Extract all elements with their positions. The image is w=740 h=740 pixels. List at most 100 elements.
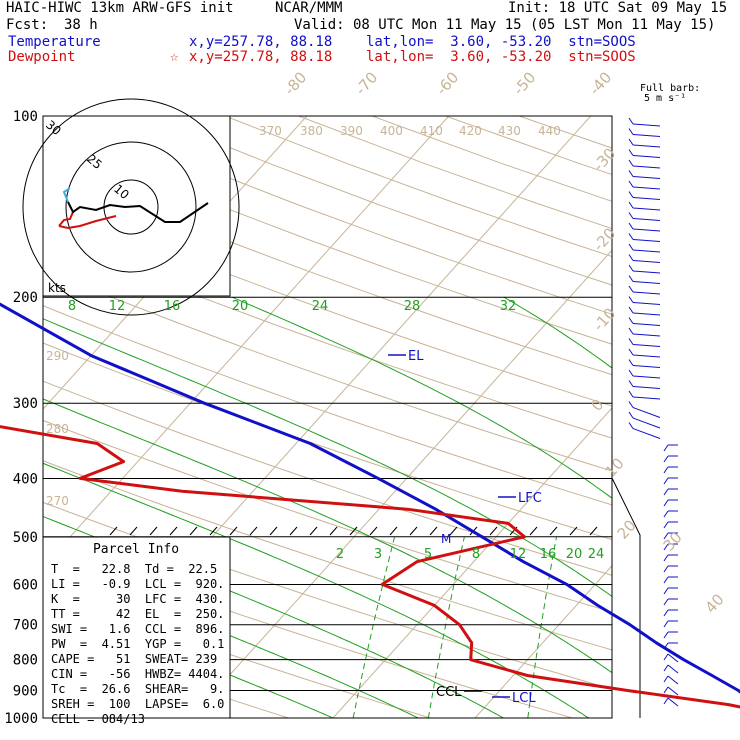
isotherm-tick-label: -40 [586, 68, 616, 98]
parcel-info-row: LI = -0.9 LCL = 920. [51, 577, 224, 591]
wind-barb [632, 323, 661, 326]
wind-barb-flag [628, 338, 634, 345]
wind-barb [632, 260, 661, 263]
hatch-mark [109, 526, 118, 536]
wind-barb-flag [663, 488, 669, 496]
hodograph-ring [65, 141, 197, 273]
mixing-ratio-label: 8 [68, 299, 76, 314]
barb-legend-units: 5 m s⁻¹ [644, 93, 687, 104]
wind-barb [667, 686, 679, 696]
wind-barb-flag [628, 180, 634, 188]
pressure-tick-label: 500 [13, 530, 38, 546]
dry-adiabat-line [43, 419, 612, 613]
isotherm-line [43, 116, 450, 568]
temperature-location-info: x,y=257.78, 88.18 lat,lon= 3.60, -53.20 … [189, 34, 636, 50]
wind-barb [667, 675, 679, 685]
wind-barb-flag [663, 455, 669, 463]
mixing-ratio-label: 16 [540, 547, 557, 562]
wind-barb-flag [628, 117, 634, 125]
wind-barb-flag [663, 466, 669, 474]
org-label: NCAR/MMM [275, 0, 343, 16]
dry-adiabat-line [43, 269, 612, 472]
pressure-tick-label: 800 [13, 653, 38, 669]
wind-barb-flag [628, 359, 634, 366]
hatch-mark [249, 526, 258, 536]
mixing-ratio-line [711, 537, 726, 718]
wind-barb-flag [663, 532, 669, 540]
isotherm-tick-label: -50 [510, 68, 540, 98]
mixing-ratio-line [527, 536, 557, 718]
dry-adiabat-line [518, 116, 612, 149]
frame-edge [611, 477, 641, 718]
wind-barb-flag [628, 285, 634, 293]
hatch-mark [409, 526, 418, 536]
moist-adiabat-line [231, 296, 612, 499]
wind-barb [632, 386, 661, 389]
wind-barb-flag [663, 620, 669, 628]
wind-barb [632, 228, 661, 232]
annotation-label: M [441, 532, 451, 546]
wind-barb-flag [663, 477, 669, 485]
sounding-profiles: EL LFC M CCL LCL [0, 302, 740, 709]
forecast-label: Fcst: [6, 17, 49, 33]
hatch-mark [129, 526, 138, 536]
wind-barb-flag [663, 576, 669, 584]
wind-barb-flag [628, 296, 634, 303]
wind-barb-flag [663, 609, 669, 617]
hatch-mark [449, 526, 458, 536]
wind-barb-flag [628, 306, 634, 314]
wind-barb-flag [628, 369, 634, 377]
parcel-info-title: Parcel Info [93, 542, 179, 557]
wind-barb-flag [628, 275, 634, 282]
mixing-ratio-line [352, 536, 396, 718]
wind-barb-flag [663, 697, 669, 705]
forecast-hours: 38 h [64, 17, 98, 33]
wind-barb [632, 417, 661, 429]
hatch-mark [349, 526, 358, 536]
isotherm-tick-label: -10 [590, 304, 620, 334]
wind-barb-flag [663, 675, 669, 683]
wind-barb [632, 428, 661, 439]
barb-legend-title: Full barb: [640, 83, 701, 94]
dry-adiabat-line [43, 380, 612, 576]
wind-barb-flag [628, 348, 634, 356]
annotation-label: LFC [518, 491, 542, 506]
wind-barb-flag [663, 653, 669, 661]
hatch-mark [429, 526, 438, 536]
mixing-ratio-label: 32 [500, 299, 517, 314]
parcel-info-row: CELL = 084/13 [51, 712, 145, 726]
wind-barb [632, 176, 661, 179]
isotherm-tick-label: 40 [702, 590, 728, 616]
wind-barb-flag [628, 411, 634, 419]
theta-label: 420 [459, 124, 482, 138]
theta-label: 370 [259, 124, 282, 138]
parcel-info-row: TT = 42 EL = 250. [51, 607, 224, 621]
hatch-mark [189, 526, 198, 536]
mixing-ratio-label: 20 [566, 547, 583, 562]
wind-barb [632, 407, 661, 418]
wind-barb [632, 333, 661, 337]
annotation-label: CCL [436, 685, 462, 700]
mixing-ratio-label: 16 [164, 299, 181, 314]
wind-barb [632, 344, 661, 347]
isotherm-line [332, 407, 612, 718]
wind-barb-flag [628, 138, 634, 146]
mixing-ratio-label: 28 [404, 299, 421, 314]
parcel-info-row: PW = 4.51 YGP = 0.1 [51, 637, 224, 651]
wind-barb-flag [663, 543, 669, 551]
wind-barb-flag [663, 587, 669, 595]
hatch-mark [369, 526, 378, 536]
isotherm-tick-label: 30 [660, 528, 686, 554]
parcel-info-row: Tc = 26.6 SHEAR= 9. [51, 682, 224, 696]
parcel-info-row: T = 22.8 Td = 22.5 [51, 562, 217, 576]
wind-barb-flag [628, 159, 634, 167]
hodograph-units-label: kts [48, 281, 66, 295]
wind-barb-flag [628, 212, 634, 219]
mixing-ratio-label: 20 [232, 299, 249, 314]
dry-adiabat-line [43, 588, 431, 718]
hatch-mark [289, 526, 298, 536]
wind-barb-flag [663, 686, 669, 694]
dry-adiabat-line [445, 116, 612, 176]
wind-barb-flag [628, 201, 634, 209]
wind-barb-flag [663, 521, 669, 529]
